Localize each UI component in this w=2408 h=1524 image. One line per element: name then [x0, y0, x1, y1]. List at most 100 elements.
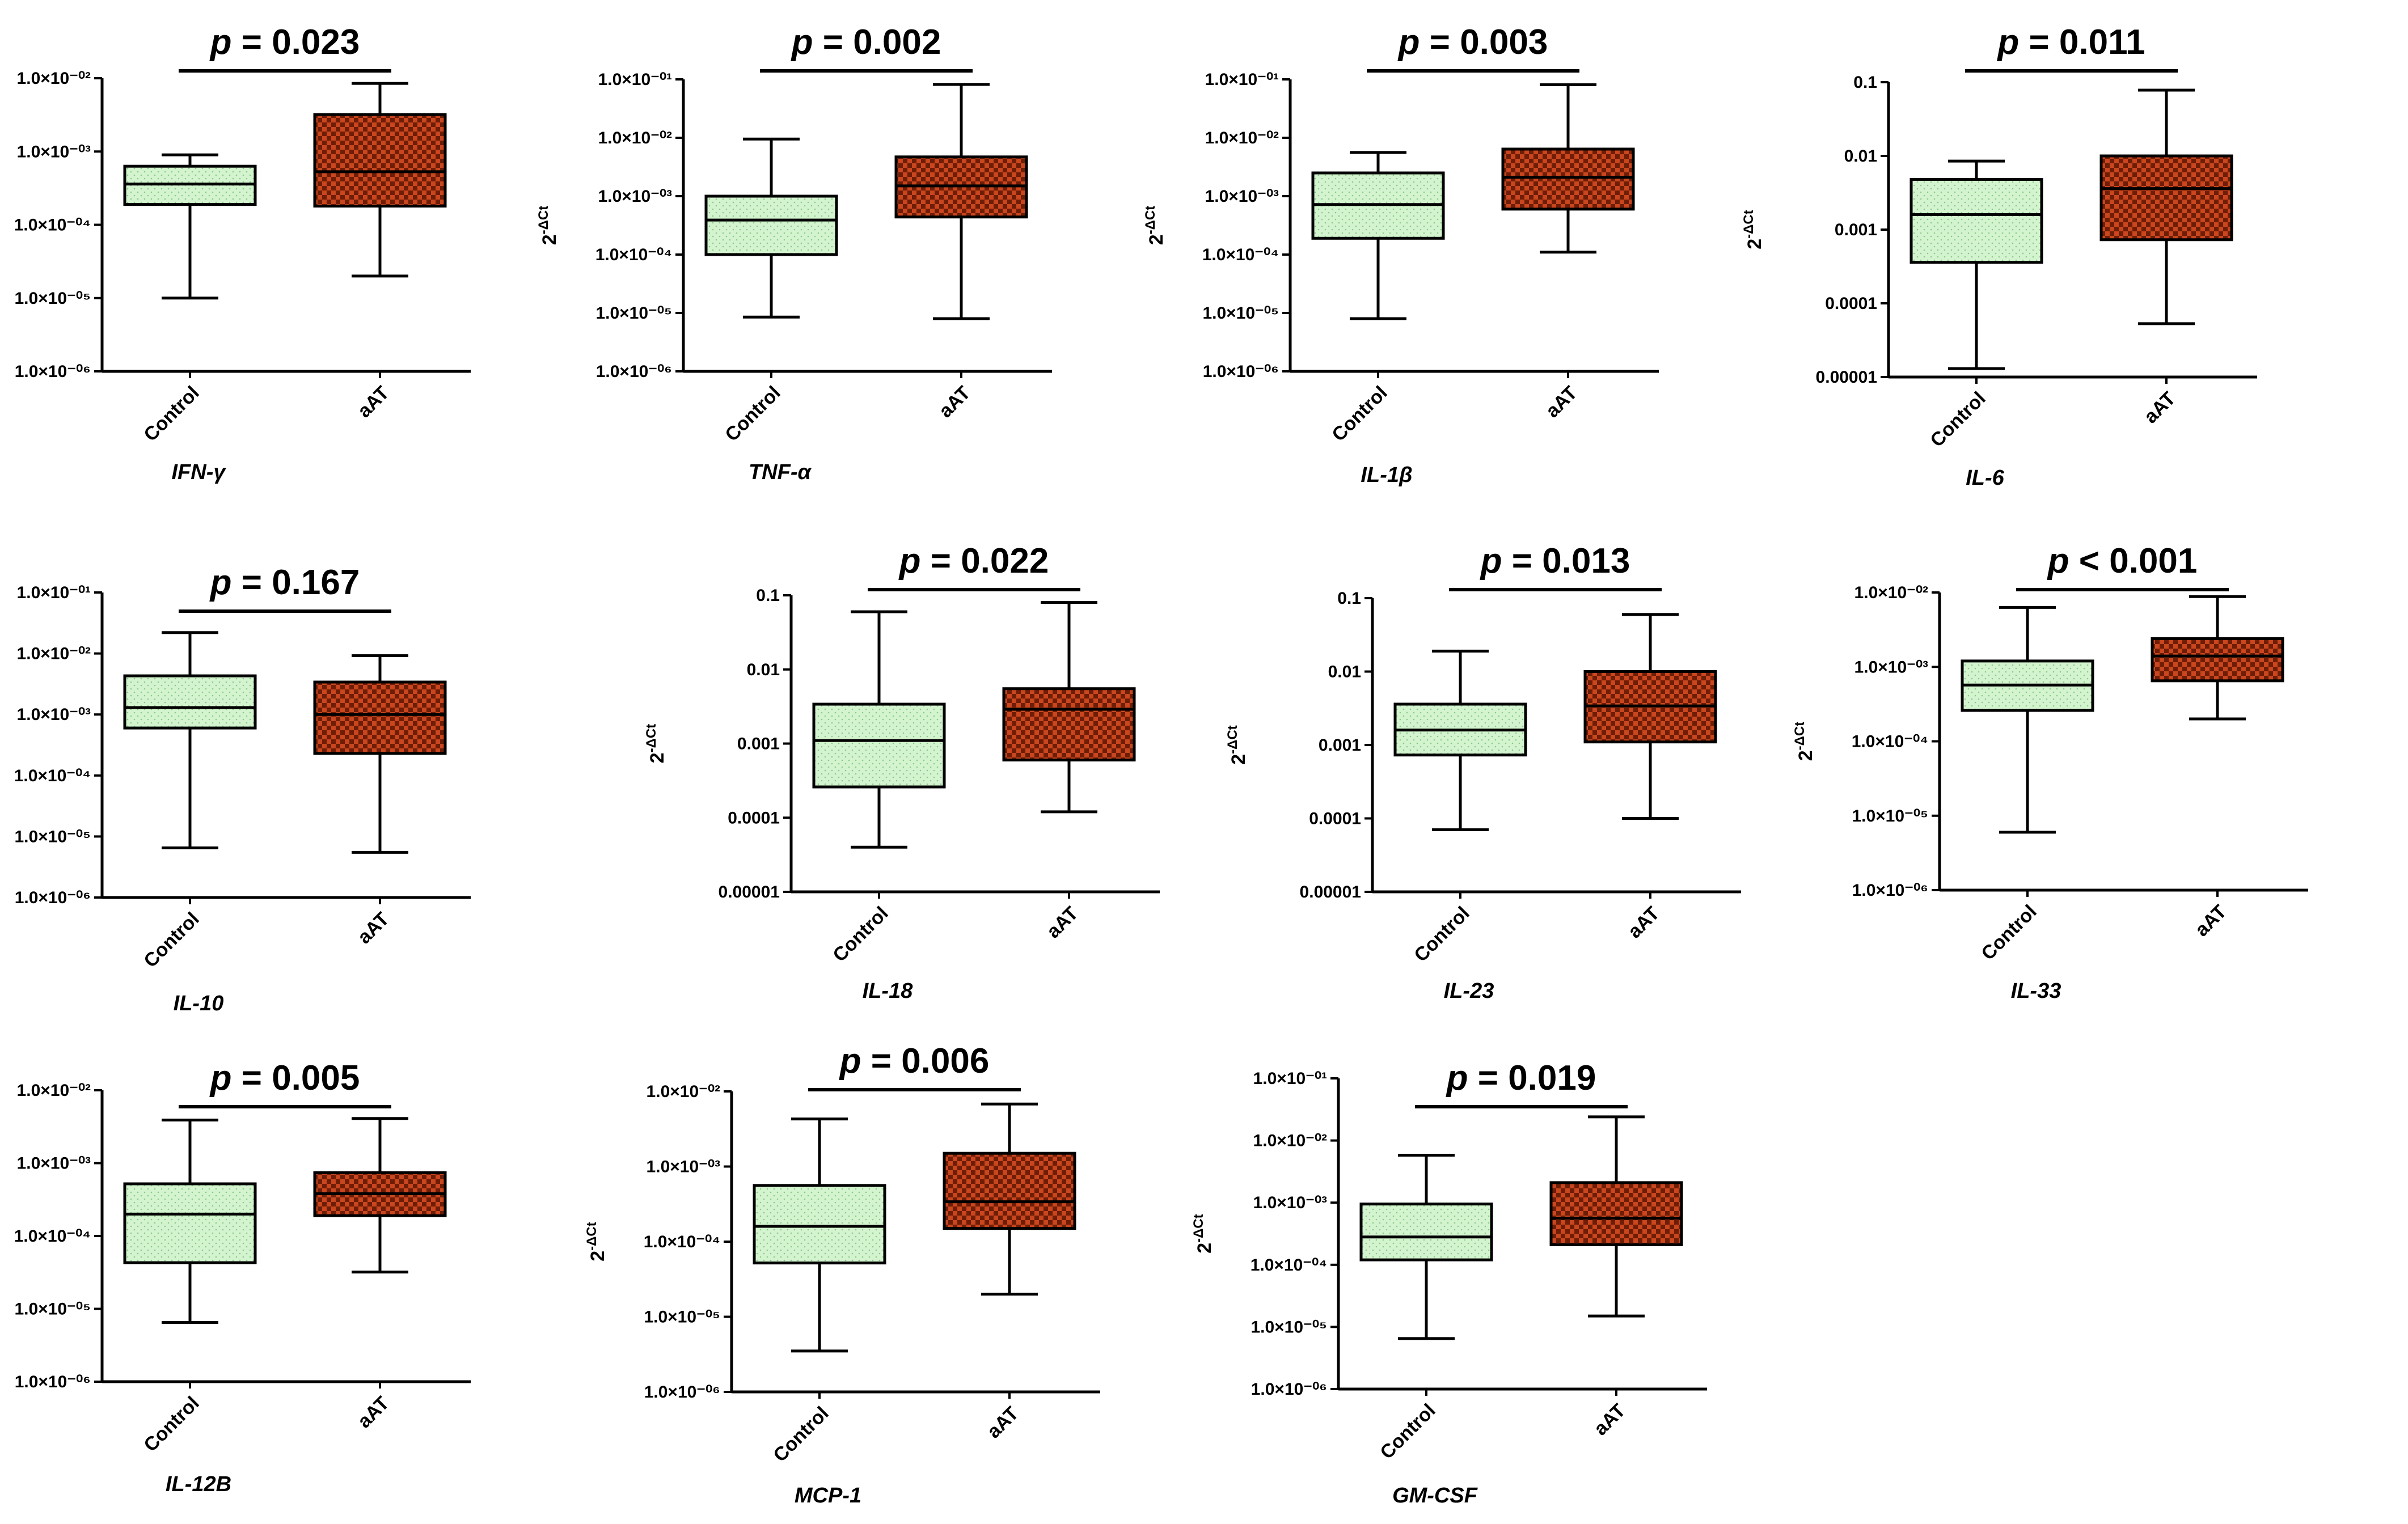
p-symbol: p [209, 563, 232, 602]
y-tick-label: 1.0×10⁻⁰⁴ [1202, 245, 1279, 264]
box-aat: aAT [313, 1117, 447, 1432]
x-category-label: aAT [353, 908, 394, 949]
gene-title: IL-10 [174, 992, 224, 1015]
x-category-label: aAT [1624, 903, 1664, 943]
box-aat: aAT [2151, 595, 2284, 941]
box-aat: aAT [1549, 1115, 1683, 1440]
box-control: Control [1393, 649, 1527, 966]
x-category-label: aAT [983, 1403, 1023, 1443]
gene-title: IL-12B [166, 1472, 231, 1496]
iqr-box [313, 113, 447, 208]
y-axis-title-superscript: -ΔCt [1741, 210, 1756, 239]
x-category-label: Control [1977, 901, 2041, 964]
y-tick-label: 1.0×10⁻⁰³ [17, 705, 91, 724]
y-tick-label: 1.0×10⁻⁰⁶ [15, 362, 91, 381]
p-value-label: p < 0.001 [2047, 541, 2198, 581]
iqr-box [123, 1182, 257, 1264]
x-category-label: Control [829, 903, 892, 966]
chart-panel-8: 1.0×10⁻⁰² 1.0×10⁻⁰³ 1.0×10⁻⁰⁴ 1.0×10⁻⁰⁵ 1.0×… [1792, 541, 2308, 1003]
p-value: = 0.006 [861, 1042, 990, 1081]
x-category-label: Control [1376, 1400, 1439, 1463]
p-symbol: p [1480, 541, 1502, 581]
y-axis-title-superscript: -ΔCt [1792, 722, 1807, 751]
p-value-label: p = 0.002 [791, 23, 941, 62]
y-tick-label: 1.0×10⁻⁰² [598, 129, 672, 147]
p-value-label: p = 0.013 [1480, 541, 1630, 581]
y-tick-label: 0.01 [747, 661, 780, 679]
box-aat: aAT [1583, 613, 1717, 943]
y-tick-label: 0.001 [1319, 736, 1361, 755]
y-tick-label: 0.1 [756, 586, 780, 605]
y-tick-label: 0.1 [1853, 73, 1877, 92]
y-tick-label: 1.0×10⁻⁰⁴ [14, 767, 91, 785]
y-tick-label: 1.0×10⁻⁰³ [1854, 658, 1928, 676]
chart-panel-1: 1.0×10⁻⁰² 1.0×10⁻⁰³ 1.0×10⁻⁰⁴ 1.0×10⁻⁰⁵ 1.0×… [14, 23, 471, 484]
y-axis-title-superscript: -ΔCt [1225, 725, 1240, 754]
p-symbol: p [1446, 1059, 1468, 1098]
y-tick-label: 0.1 [1337, 589, 1361, 608]
y-axis-title: 2-ΔCt [1792, 722, 1816, 761]
x-category-label: Control [140, 1392, 203, 1456]
y-tick-label: 1.0×10⁻⁰⁴ [595, 245, 672, 264]
y-tick-label: 1.0×10⁻⁰² [17, 645, 91, 663]
y-tick-label: 1.0×10⁻⁰⁵ [595, 304, 672, 323]
p-symbol: p [209, 23, 232, 62]
chart-panel-3: 1.0×10⁻⁰¹ 1.0×10⁻⁰² 1.0×10⁻⁰³ 1.0×10⁻⁰⁴ 1.0×… [1143, 23, 1659, 487]
iqr-box [812, 702, 946, 789]
p-value: = 0.019 [1468, 1059, 1596, 1098]
y-tick-label: 1.0×10⁻⁰⁵ [1251, 1318, 1327, 1336]
y-tick-label: 1.0×10⁻⁰³ [647, 1158, 720, 1176]
y-tick-label: 1.0×10⁻⁰⁶ [1852, 881, 1928, 900]
p-value: = 0.005 [232, 1059, 360, 1098]
y-tick-label: 1.0×10⁻⁰³ [1253, 1193, 1327, 1212]
p-value: = 0.013 [1502, 541, 1630, 581]
y-tick-label: 1.0×10⁻⁰² [1205, 129, 1279, 147]
box-aat: aAT [313, 654, 447, 949]
y-tick-label: 1.0×10⁻⁰⁴ [1251, 1256, 1327, 1275]
gene-title: TNF-α [749, 460, 812, 484]
y-tick-label: 0.01 [1844, 147, 1877, 166]
x-category-label: aAT [935, 382, 975, 422]
p-value: = 0.022 [921, 541, 1049, 581]
y-tick-label: 1.0×10⁻⁰² [647, 1082, 720, 1101]
p-value-label: p = 0.022 [898, 541, 1049, 581]
y-axis-title: 2-ΔCt [1225, 725, 1249, 765]
iqr-box [704, 194, 838, 256]
y-axis-title: 2-ΔCt [1143, 206, 1167, 245]
x-category-label: aAT [2191, 901, 2231, 941]
box-control: Control [123, 153, 257, 446]
y-tick-label: 1.0×10⁻⁰⁵ [14, 827, 91, 846]
x-category-label: Control [1328, 382, 1391, 446]
box-control: Control [1359, 1154, 1493, 1463]
chart-panel-4: 0.1 0.01 0.001 0.0001 0.00001 2-ΔCt Control aAT… [1741, 23, 2257, 490]
y-tick-label: 1.0×10⁻⁰⁴ [14, 216, 91, 235]
x-category-label: aAT [1042, 903, 1083, 943]
y-tick-label: 1.0×10⁻⁰³ [17, 1154, 91, 1173]
box-control: Control [753, 1117, 886, 1466]
y-tick-label: 1.0×10⁻⁰¹ [1253, 1069, 1327, 1088]
y-tick-label: 0.00001 [719, 883, 780, 901]
y-tick-label: 1.0×10⁻⁰⁶ [15, 1373, 91, 1391]
y-tick-label: 1.0×10⁻⁰³ [598, 187, 672, 206]
p-value-label: p = 0.023 [209, 23, 360, 62]
x-category-label: Control [140, 908, 203, 972]
p-value-label: p = 0.167 [209, 563, 360, 602]
p-symbol: p [1996, 23, 2019, 62]
y-tick-label: 1.0×10⁻⁰¹ [598, 70, 672, 89]
chart-panel-6: 0.1 0.01 0.001 0.0001 0.00001 2-ΔCt Control aAT… [644, 541, 1160, 1003]
gene-title: IL-23 [1444, 979, 1494, 1003]
y-tick-label: 1.0×10⁻⁰² [17, 69, 91, 88]
p-value: = 0.167 [232, 563, 360, 602]
gene-title: IL-33 [2011, 979, 2061, 1003]
y-tick-label: 0.01 [1328, 663, 1361, 681]
box-aat: aAT [2099, 88, 2233, 427]
y-axis-title-superscript: -ΔCt [1191, 1214, 1206, 1243]
y-tick-label: 1.0×10⁻⁰² [17, 1081, 91, 1100]
y-axis-title: 2-ΔCt [584, 1222, 609, 1261]
p-symbol: p [791, 23, 813, 62]
p-value: = 0.023 [232, 23, 360, 62]
iqr-box [753, 1184, 886, 1265]
y-tick-label: 1.0×10⁻⁰⁴ [1852, 733, 1928, 751]
box-control: Control [812, 610, 946, 966]
